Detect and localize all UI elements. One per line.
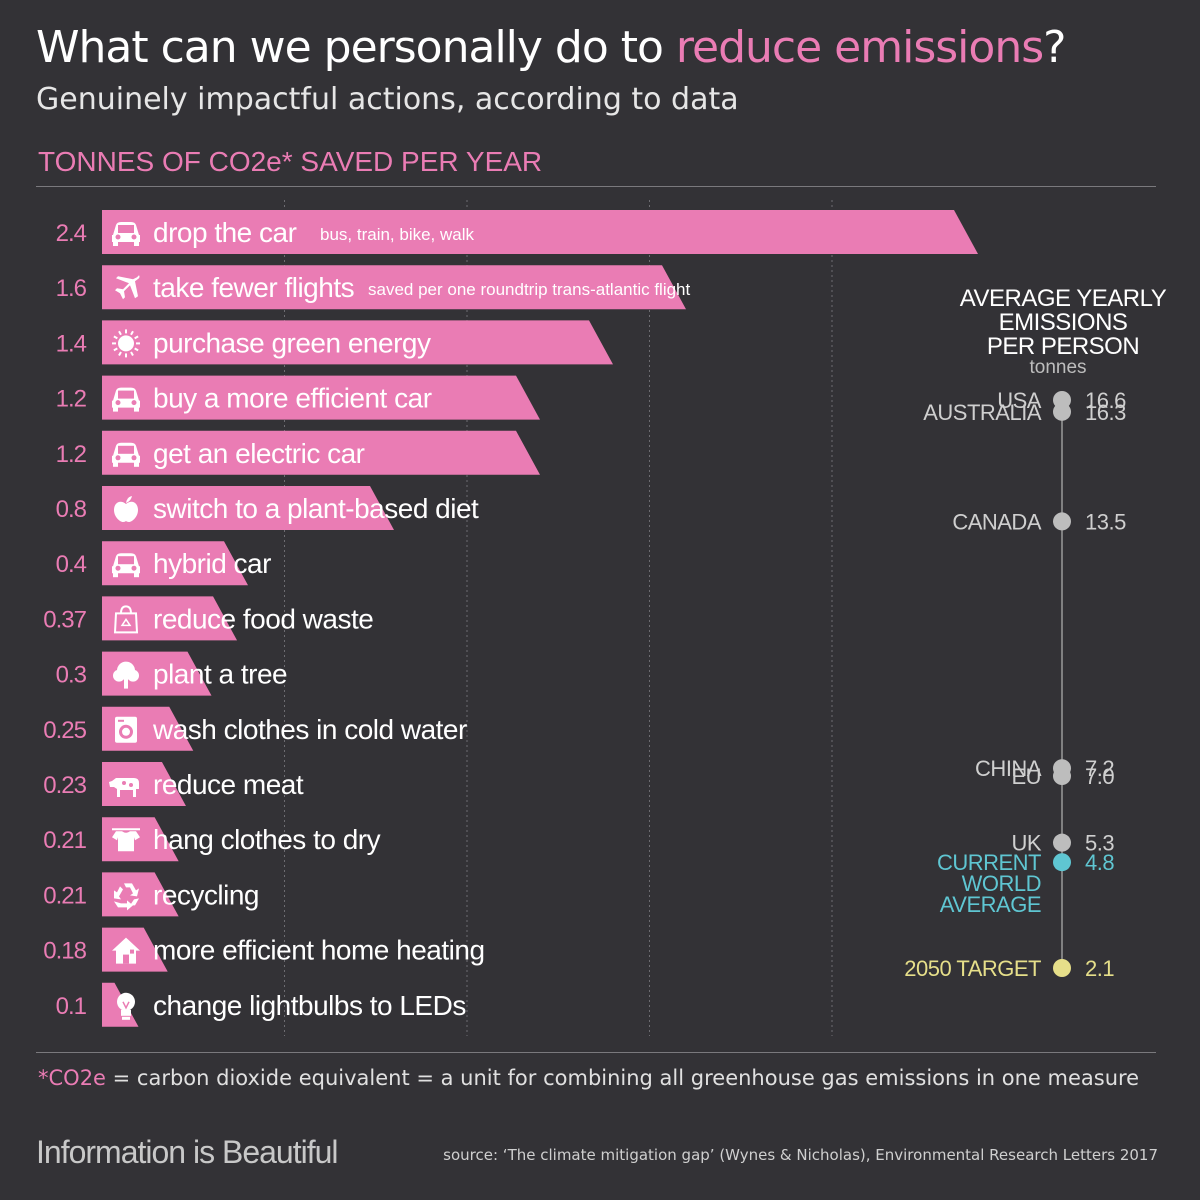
scale-point-dot — [1053, 833, 1071, 852]
scale-point-label: CURRENT — [937, 850, 1041, 875]
bar — [102, 596, 238, 641]
scale-point-value: 2.1 — [1085, 956, 1114, 981]
car-icon — [112, 442, 140, 467]
scale-point-label: 2050 TARGET — [904, 956, 1041, 981]
recycle-icon — [114, 883, 139, 911]
bar-category-label: hang clothes to dry — [153, 824, 381, 855]
tree-icon — [113, 661, 139, 689]
clothesline-icon — [112, 828, 140, 852]
lightbulb-icon — [117, 992, 135, 1020]
bar-value-label: 0.21 — [43, 827, 86, 854]
bar-value-label: 2.4 — [56, 220, 87, 247]
bar-value-label: 0.18 — [43, 938, 86, 965]
scale-point-value: 16.6 — [1085, 388, 1126, 413]
scale-point-label: CHINA — [975, 756, 1042, 781]
car-icon — [112, 222, 140, 246]
bar-value-label: 0.23 — [43, 772, 86, 799]
title-highlight: reduce emissions — [675, 22, 1044, 73]
apple-icon — [114, 496, 138, 522]
bar — [102, 486, 394, 530]
title-start: What can we personally do to — [36, 22, 676, 73]
bar-value-label: 1.2 — [56, 386, 87, 413]
bar-value-label: 0.37 — [43, 606, 86, 633]
bar-category-label: change lightbulbs to LEDs — [153, 990, 466, 1021]
bar-chart-title: TONNES OF CO2e* SAVED PER YEAR — [38, 146, 543, 177]
sun-icon — [112, 329, 140, 358]
bar — [102, 320, 613, 365]
bar-value-label: 1.6 — [56, 275, 87, 302]
bar-category-label: more efficient home heating — [153, 935, 485, 966]
bar — [102, 430, 540, 475]
scale-point-value: 4.8 — [1085, 850, 1114, 875]
bar-category-label: buy a more efficient car — [153, 383, 432, 414]
bar-category-label: reduce meat — [153, 769, 304, 800]
scale-point-label: USA — [997, 388, 1042, 413]
bar-category-label: reduce food waste — [153, 603, 373, 634]
bar-value-label: 0.21 — [43, 882, 86, 909]
footnote-definition: = carbon dioxide equivalent = a unit for… — [105, 1066, 1140, 1090]
house-icon — [112, 937, 140, 964]
emissions-scale-title: AVERAGE YEARLY — [960, 285, 1167, 312]
footnote-term: *CO2e — [38, 1066, 106, 1090]
scale-point-dot — [1053, 959, 1071, 977]
scale-point-label: AVERAGE — [940, 892, 1041, 917]
bar-value-label: 0.1 — [56, 993, 87, 1020]
scale-point-dot — [1053, 853, 1071, 872]
bar — [102, 210, 978, 254]
bar-category-label: drop the car — [153, 217, 297, 248]
title-end: ? — [1043, 22, 1066, 73]
food-bag-icon — [113, 605, 139, 634]
plane-icon — [115, 275, 140, 300]
scale-point-label: CANADA — [952, 509, 1042, 534]
scale-point-dot — [1053, 402, 1071, 421]
bar-category-label: switch to a plant-based diet — [153, 493, 479, 524]
page-subtitle: Genuinely impactful actions, according t… — [36, 82, 739, 117]
bar-value-label: 0.3 — [56, 662, 87, 689]
bar-category-label: get an electric car — [153, 438, 365, 469]
bar — [102, 762, 186, 806]
scale-point-value: 7.0 — [1085, 764, 1114, 789]
bar-category-label: recycling — [153, 879, 259, 910]
brand-logo-text: Information is Beautiful — [36, 1134, 338, 1170]
scale-point-dot — [1053, 767, 1071, 786]
bar-category-label: wash clothes in cold water — [152, 714, 467, 745]
bar-note-label: saved per one roundtrip trans-atlantic f… — [368, 280, 691, 299]
scale-point-label: AUSTRALIA — [923, 400, 1042, 425]
bottom-divider — [36, 1052, 1156, 1053]
page-title: What can we personally do to reduce emis… — [36, 22, 1067, 73]
source-citation: source: ‘The climate mitigation gap’ (Wy… — [443, 1146, 1158, 1164]
bar-note-label: bus, train, bike, walk — [320, 225, 475, 244]
scale-point-value: 13.5 — [1085, 509, 1126, 534]
bar-value-label: 0.8 — [56, 496, 87, 523]
emissions-scale-title: EMISSIONS — [999, 309, 1128, 336]
bar-category-label: plant a tree — [153, 659, 287, 690]
car-icon — [112, 553, 140, 578]
bar — [102, 375, 540, 420]
scale-point-label: WORLD — [962, 871, 1041, 896]
scale-point-value: 7.2 — [1085, 756, 1114, 781]
footnote: *CO2e = carbon dioxide equivalent = a un… — [38, 1066, 1139, 1090]
bar-category-label: take fewer flights — [153, 272, 354, 303]
car-icon — [112, 387, 140, 412]
top-divider — [36, 186, 1156, 187]
scale-point-dot — [1053, 512, 1071, 531]
bar-value-label: 0.4 — [56, 551, 87, 578]
washing-machine-icon — [115, 716, 137, 743]
bar — [102, 265, 686, 310]
bar-category-label: purchase green energy — [153, 327, 431, 358]
scale-point-label: EU — [1011, 764, 1041, 789]
scale-point-value: 16.3 — [1085, 400, 1126, 425]
emissions-scale-unit: tonnes — [1029, 357, 1086, 378]
bar-value-label: 0.25 — [43, 717, 86, 744]
bar-category-label: hybrid car — [153, 548, 271, 579]
cow-icon — [109, 778, 139, 797]
bar-value-label: 1.2 — [56, 441, 87, 468]
scale-point-label: UK — [1011, 831, 1041, 856]
bar-value-label: 1.4 — [56, 330, 87, 357]
scale-point-value: 5.3 — [1085, 831, 1114, 856]
emissions-scale-title: PER PERSON — [987, 333, 1139, 360]
